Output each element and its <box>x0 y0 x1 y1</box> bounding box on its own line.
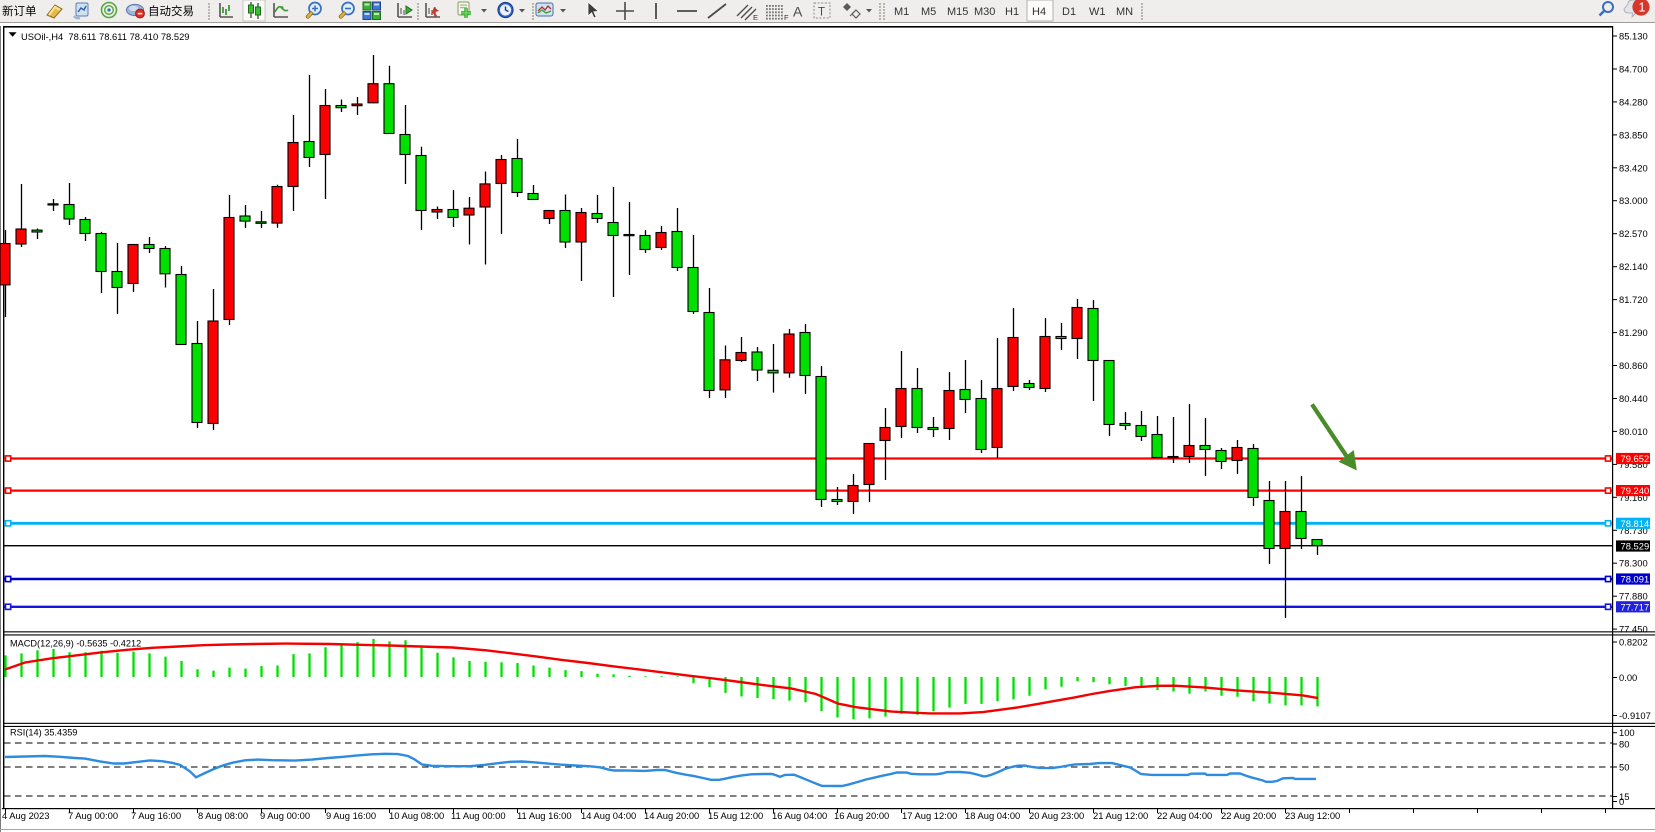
svg-text:77.717: 77.717 <box>1621 601 1650 612</box>
svg-text:15 Aug 12:00: 15 Aug 12:00 <box>708 810 763 821</box>
svg-text:78.091: 78.091 <box>1621 574 1650 585</box>
svg-text:4 Aug 2023: 4 Aug 2023 <box>2 810 49 821</box>
svg-text:78.529: 78.529 <box>1621 541 1650 552</box>
svg-text:16 Aug 04:00: 16 Aug 04:00 <box>772 810 827 821</box>
svg-text:80.860: 80.860 <box>1619 360 1648 371</box>
svg-text:11 Aug 16:00: 11 Aug 16:00 <box>517 810 572 821</box>
svg-text:自动交易: 自动交易 <box>148 4 194 18</box>
svg-text:-0.9107: -0.9107 <box>1619 710 1651 721</box>
svg-text:T: T <box>818 7 825 19</box>
svg-text:9 Aug 16:00: 9 Aug 16:00 <box>326 810 376 821</box>
svg-text:78.300: 78.300 <box>1619 558 1648 569</box>
svg-text:80.440: 80.440 <box>1619 393 1648 404</box>
svg-text:15: 15 <box>1619 791 1629 802</box>
svg-text:77.450: 77.450 <box>1619 624 1648 635</box>
svg-text:83.000: 83.000 <box>1619 195 1648 206</box>
svg-text:81.720: 81.720 <box>1619 294 1648 305</box>
svg-text:MACD(12,26,9) -0.5635 -0.4212: MACD(12,26,9) -0.5635 -0.4212 <box>10 639 141 649</box>
svg-text:M15: M15 <box>947 6 968 18</box>
svg-text:A: A <box>793 4 803 20</box>
svg-text:D1: D1 <box>1062 6 1076 18</box>
svg-text:78.730: 78.730 <box>1619 525 1648 536</box>
svg-text:新订单: 新订单 <box>2 4 37 18</box>
svg-text:84.700: 84.700 <box>1619 64 1648 75</box>
svg-text:85.130: 85.130 <box>1619 31 1648 42</box>
svg-text:0: 0 <box>1619 796 1624 807</box>
svg-text:M30: M30 <box>974 6 995 18</box>
svg-text:82.140: 82.140 <box>1619 261 1648 272</box>
svg-text:8 Aug 08:00: 8 Aug 08:00 <box>198 810 248 821</box>
svg-text:22 Aug 04:00: 22 Aug 04:00 <box>1157 810 1212 821</box>
svg-text:80: 80 <box>1619 739 1629 750</box>
svg-text:7 Aug 00:00: 7 Aug 00:00 <box>68 810 118 821</box>
svg-text:0.8202: 0.8202 <box>1619 637 1648 648</box>
svg-text:79.160: 79.160 <box>1619 492 1648 503</box>
svg-text:14 Aug 20:00: 14 Aug 20:00 <box>644 810 699 821</box>
svg-text:W1: W1 <box>1089 6 1106 18</box>
svg-text:79.240: 79.240 <box>1621 485 1650 496</box>
svg-text:84.280: 84.280 <box>1619 96 1648 107</box>
svg-text:18 Aug 04:00: 18 Aug 04:00 <box>965 810 1020 821</box>
svg-text:79.580: 79.580 <box>1619 459 1648 470</box>
svg-text:F: F <box>784 13 789 22</box>
svg-text:83.850: 83.850 <box>1619 129 1648 140</box>
svg-text:7 Aug 16:00: 7 Aug 16:00 <box>131 810 181 821</box>
svg-text:MN: MN <box>1116 6 1133 18</box>
svg-text:77.880: 77.880 <box>1619 591 1648 602</box>
svg-text:82.570: 82.570 <box>1619 228 1648 239</box>
svg-text:81.290: 81.290 <box>1619 327 1648 338</box>
svg-text:RSI(14) 35.4359: RSI(14) 35.4359 <box>10 728 77 738</box>
svg-text:1: 1 <box>1639 1 1646 15</box>
svg-text:100: 100 <box>1619 727 1635 738</box>
svg-text:11 Aug 00:00: 11 Aug 00:00 <box>451 810 506 821</box>
svg-text:9 Aug 00:00: 9 Aug 00:00 <box>260 810 310 821</box>
svg-text:50: 50 <box>1619 762 1629 773</box>
svg-text:16 Aug 20:00: 16 Aug 20:00 <box>834 810 889 821</box>
svg-text:17 Aug 12:00: 17 Aug 12:00 <box>902 810 957 821</box>
svg-text:79.652: 79.652 <box>1621 453 1650 464</box>
svg-text:USOil-,H4 78.611 78.611 78.41: USOil-,H4 78.611 78.611 78.410 78.529 <box>21 31 190 42</box>
svg-text:83.420: 83.420 <box>1619 162 1648 173</box>
svg-text:E: E <box>753 13 758 22</box>
svg-text:M1: M1 <box>894 6 909 18</box>
svg-text:23 Aug 12:00: 23 Aug 12:00 <box>1285 810 1340 821</box>
svg-text:14 Aug 04:00: 14 Aug 04:00 <box>581 810 636 821</box>
svg-text:0.00: 0.00 <box>1619 672 1637 683</box>
svg-text:78.814: 78.814 <box>1621 518 1650 529</box>
svg-text:20 Aug 23:00: 20 Aug 23:00 <box>1029 810 1084 821</box>
svg-text:80.010: 80.010 <box>1619 426 1648 437</box>
svg-text:21 Aug 12:00: 21 Aug 12:00 <box>1093 810 1148 821</box>
svg-text:10 Aug 08:00: 10 Aug 08:00 <box>389 810 444 821</box>
svg-text:H1: H1 <box>1005 6 1019 18</box>
svg-text:H4: H4 <box>1032 6 1046 18</box>
svg-text:22 Aug 20:00: 22 Aug 20:00 <box>1221 810 1276 821</box>
svg-text:M5: M5 <box>921 6 936 18</box>
